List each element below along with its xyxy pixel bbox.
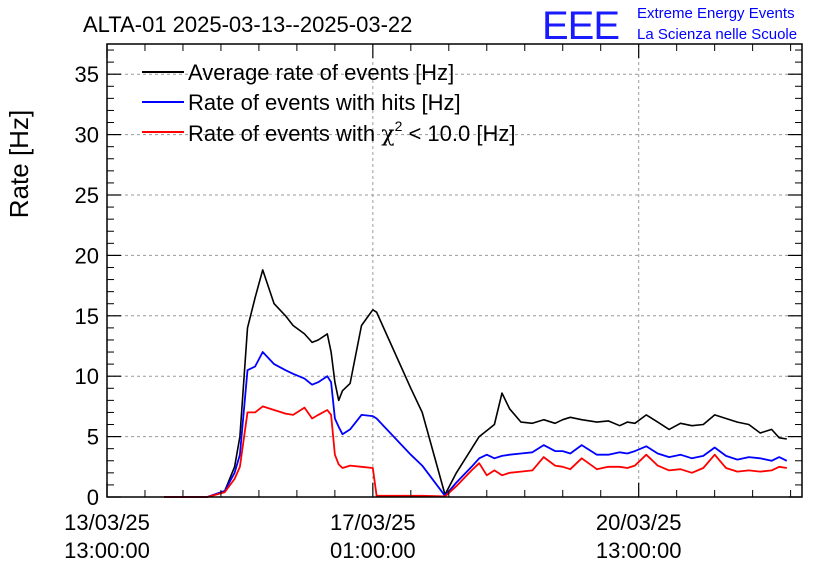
legend-chi2-symbol: χ <box>381 122 394 147</box>
legend-chi2-pre: Rate of events with <box>188 121 381 146</box>
y-tick-label: 30 <box>75 123 99 148</box>
legend-item-hits: Rate of events with hits [Hz] <box>142 90 461 115</box>
y-tick-label: 0 <box>87 485 99 510</box>
x-tick-label-time: 13:00:00 <box>596 538 682 563</box>
legend-item-average: Average rate of events [Hz] <box>142 60 454 85</box>
eee-logo: EEE Extreme Energy Events La Scienza nel… <box>542 4 797 48</box>
y-tick-label: 20 <box>75 243 99 268</box>
legend-item-chi2: Rate of events with χ2 < 10.0 [Hz] <box>142 118 515 147</box>
y-tick-label: 25 <box>75 183 99 208</box>
legend-chi2-post: < 10.0 [Hz] <box>402 121 515 146</box>
y-tick-label: 15 <box>75 304 99 329</box>
y-tick-label: 5 <box>87 425 99 450</box>
x-tick-label: 17/03/25 01:00:00 <box>330 510 416 563</box>
plot-frame <box>106 43 803 498</box>
series-layer <box>164 269 788 498</box>
logo-line-2: La Scienza nelle Scuole <box>637 26 797 43</box>
legend-chi2-sup: 2 <box>395 118 403 134</box>
x-tick-label-date: 17/03/25 <box>330 510 416 535</box>
series-line-chi2 <box>164 405 787 498</box>
y-tick-label: 10 <box>75 364 99 389</box>
y-tick-label: 35 <box>75 62 99 87</box>
legend: Average rate of events [Hz] Rate of even… <box>142 60 515 147</box>
series-line-hits <box>164 351 788 498</box>
x-tick-label-date: 13/03/25 <box>64 510 150 535</box>
eee-logo-mark: EEE <box>542 4 619 48</box>
chart-title: ALTA-01 2025-03-13--2025-03-22 <box>83 12 412 37</box>
y-axis-title: Rate [Hz] <box>4 110 34 218</box>
y-tick-labels: 0 5 10 15 20 25 30 35 <box>75 62 99 510</box>
legend-label-hits: Rate of events with hits [Hz] <box>188 90 461 115</box>
legend-label-average: Average rate of events [Hz] <box>188 60 454 85</box>
series-line-average <box>164 269 787 498</box>
x-tick-label: 20/03/25 13:00:00 <box>596 510 682 563</box>
x-tick-label-time: 01:00:00 <box>330 538 416 563</box>
logo-line-1: Extreme Energy Events <box>637 5 795 22</box>
x-tick-label-time: 13:00:00 <box>64 538 150 563</box>
x-tick-labels: 13/03/25 13:00:00 17/03/25 01:00:00 20/03/25… <box>64 510 681 563</box>
x-tick-label: 13/03/25 13:00:00 <box>64 510 150 563</box>
grid-lines <box>107 44 802 497</box>
legend-label-chi2: Rate of events with χ2 < 10.0 [Hz] <box>188 118 515 147</box>
x-tick-label-date: 20/03/25 <box>596 510 682 535</box>
